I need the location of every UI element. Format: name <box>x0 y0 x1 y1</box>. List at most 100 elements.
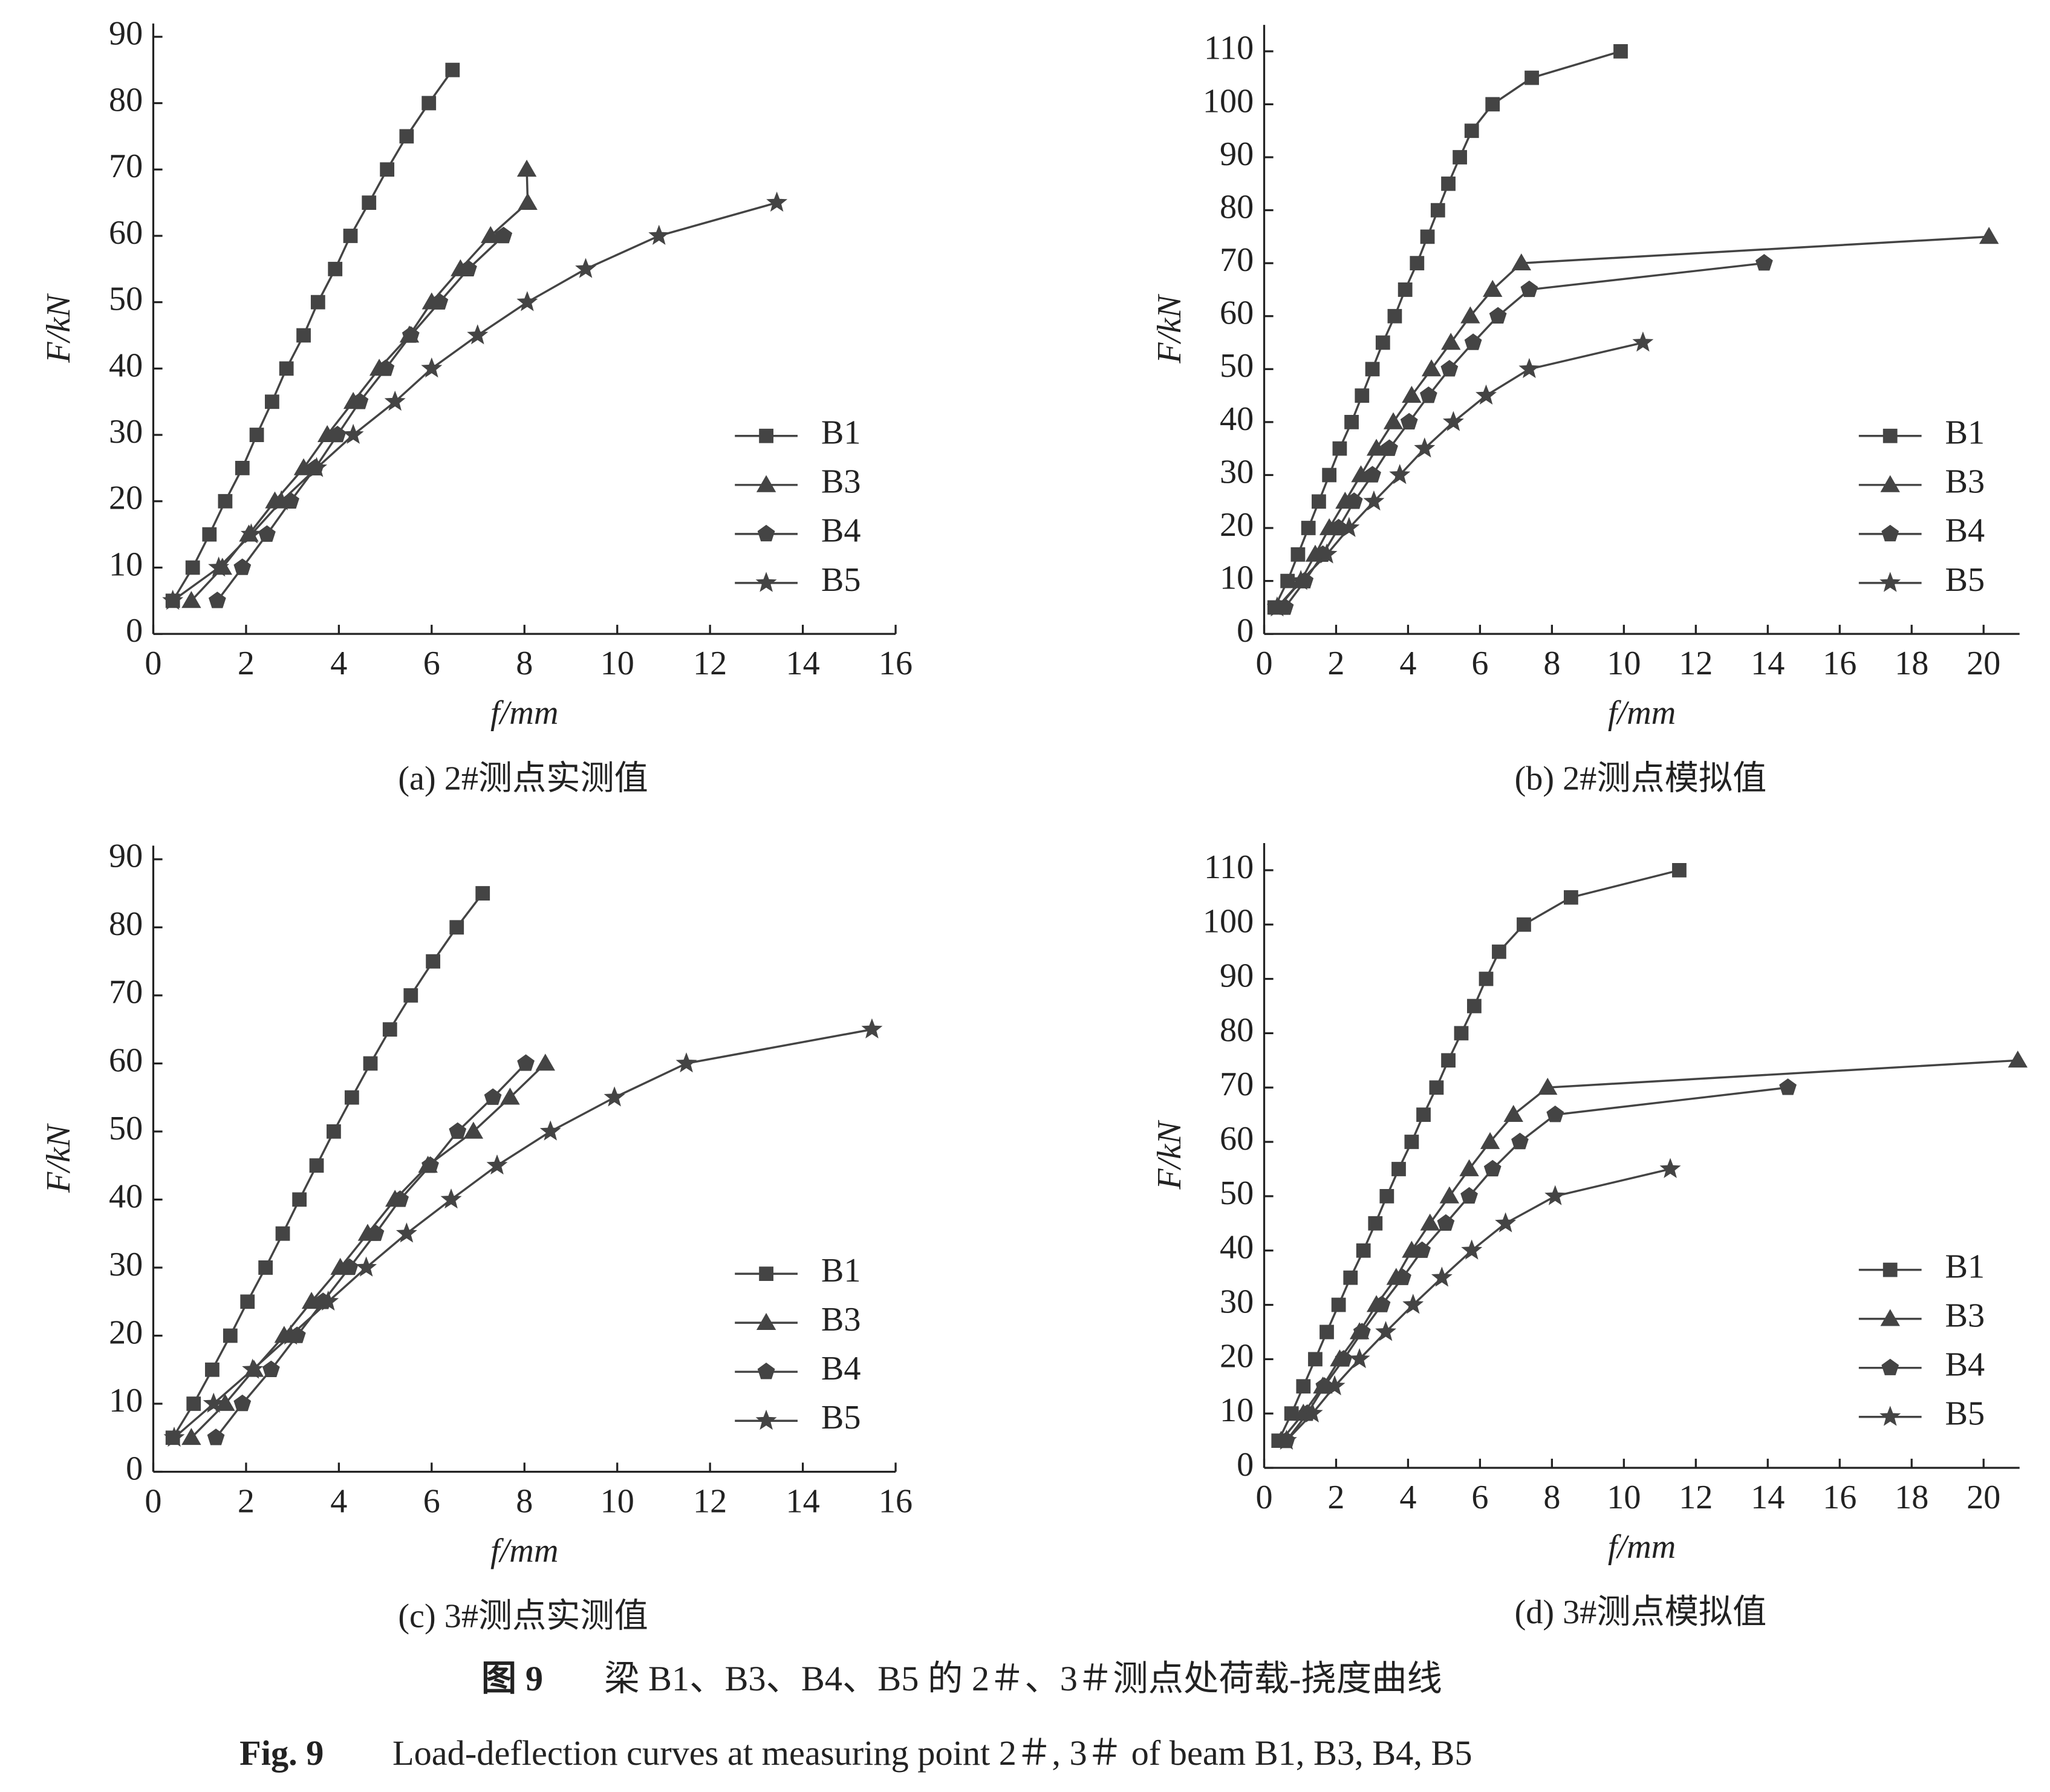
data-point <box>1391 1162 1406 1176</box>
data-point <box>351 393 369 409</box>
data-point <box>445 62 460 77</box>
y-tick-label: 40 <box>1220 1229 1254 1266</box>
legend-label: B4 <box>1945 1346 1985 1384</box>
data-point <box>1345 492 1363 509</box>
legend-label: B4 <box>821 512 861 550</box>
data-point <box>1779 1078 1797 1095</box>
data-point <box>262 1360 280 1377</box>
data-point <box>1343 1270 1358 1285</box>
y-tick-label: 0 <box>1237 1446 1254 1484</box>
data-point <box>1517 917 1531 932</box>
data-point <box>1402 385 1422 403</box>
legend-marker <box>755 572 777 592</box>
data-point <box>242 1358 264 1379</box>
x-tick-label: 10 <box>600 645 634 682</box>
data-point <box>366 1224 385 1241</box>
y-tick-label: 70 <box>109 974 143 1011</box>
data-point <box>1464 333 1482 350</box>
data-point <box>1441 333 1461 350</box>
x-tick-label: 8 <box>516 645 533 682</box>
data-point <box>1296 1379 1311 1394</box>
legend-marker <box>756 1312 776 1331</box>
x-tick-label: 8 <box>1543 645 1560 682</box>
y-tick-label: 90 <box>1220 135 1254 173</box>
data-point <box>1301 1402 1323 1423</box>
data-point <box>463 1121 484 1139</box>
data-point <box>1483 279 1503 297</box>
data-point <box>258 525 276 542</box>
data-point <box>1479 971 1494 986</box>
data-point <box>1441 176 1456 191</box>
x-tick-label: 6 <box>1471 1479 1488 1516</box>
x-tick-label: 12 <box>693 645 727 682</box>
data-point <box>1476 384 1497 405</box>
data-point <box>516 291 538 311</box>
data-point <box>208 556 230 577</box>
y-tick-label: 70 <box>1220 1066 1254 1103</box>
series-line <box>1277 235 1990 608</box>
data-point <box>421 96 437 111</box>
data-point <box>495 226 513 244</box>
data-point <box>362 195 377 210</box>
legend-marker <box>1880 475 1900 492</box>
x-tick-label: 6 <box>423 645 440 682</box>
data-point <box>486 1154 508 1175</box>
data-point <box>1375 1321 1397 1341</box>
x-tick-label: 2 <box>1327 645 1344 682</box>
data-point <box>1398 282 1413 297</box>
data-point <box>1518 357 1540 379</box>
data-point <box>2008 1051 2028 1068</box>
y-tick-label: 40 <box>109 347 143 384</box>
data-point <box>203 1392 224 1413</box>
data-point <box>377 359 395 376</box>
data-point <box>1379 1188 1394 1204</box>
x-tick-label: 14 <box>786 1482 820 1520</box>
data-point <box>1453 150 1467 165</box>
data-point <box>1564 890 1578 905</box>
data-point <box>1613 44 1628 59</box>
data-point <box>861 1018 883 1038</box>
x-tick-label: 16 <box>1823 645 1856 682</box>
data-point <box>395 1222 417 1243</box>
legend-label: B5 <box>821 561 861 599</box>
data-point <box>1383 412 1404 429</box>
y-axis-label: F/kN <box>1151 293 1188 364</box>
x-tick-label: 4 <box>1399 1479 1416 1516</box>
data-point <box>399 129 414 144</box>
y-tick-label: 10 <box>1220 559 1254 596</box>
data-point <box>1387 308 1402 324</box>
data-point <box>1312 494 1326 509</box>
data-point <box>475 886 490 901</box>
y-tick-label: 90 <box>109 838 143 875</box>
data-point <box>1368 1216 1383 1231</box>
data-point <box>1511 253 1532 271</box>
data-point <box>218 494 233 509</box>
data-point <box>1375 335 1390 350</box>
series-line <box>190 169 529 602</box>
data-point <box>1429 1080 1444 1095</box>
data-point <box>1414 437 1436 458</box>
y-tick-label: 100 <box>1203 903 1254 940</box>
y-axis-label: F/kN <box>40 293 77 363</box>
y-tick-label: 60 <box>109 214 143 252</box>
x-tick-label: 10 <box>600 1482 634 1520</box>
series-line <box>1277 869 1680 1441</box>
legend-marker <box>755 1409 777 1430</box>
data-point <box>1495 1212 1517 1233</box>
y-tick-label: 90 <box>109 15 143 53</box>
legend-label: B1 <box>1945 1248 1985 1285</box>
y-tick-label: 50 <box>1220 1175 1254 1212</box>
y-tick-label: 20 <box>1220 506 1254 544</box>
legend-label: B5 <box>1945 561 1985 599</box>
data-point <box>1400 412 1418 430</box>
data-point <box>249 428 264 442</box>
subplot-title: (b) 2#测点模拟值 <box>1515 760 1767 797</box>
x-tick-label: 8 <box>1543 1479 1560 1516</box>
data-point <box>460 259 477 277</box>
data-point <box>1419 386 1437 403</box>
data-point <box>440 1188 462 1209</box>
data-point <box>1467 999 1482 1014</box>
legend-label: B5 <box>1945 1395 1985 1433</box>
series-line <box>1285 1086 1788 1442</box>
data-point <box>270 490 292 510</box>
